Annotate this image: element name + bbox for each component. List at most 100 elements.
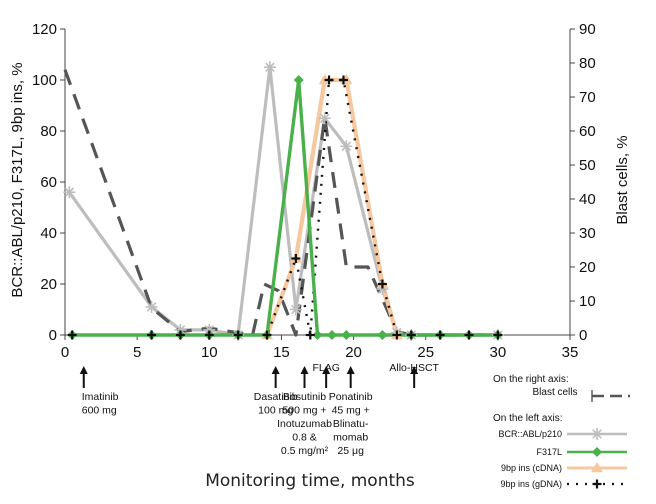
- data-point-bcr-abl-p210: [289, 303, 302, 316]
- data-point-bcr-abl-p210: [318, 112, 331, 125]
- data-point-f317l: [312, 330, 323, 340]
- legend-swatch-marker: [592, 447, 602, 457]
- axes: [60, 28, 575, 340]
- series-layer: [63, 65, 498, 337]
- annotation-text: 600 mg: [82, 405, 117, 417]
- legend-swatch-marker: [592, 479, 602, 489]
- annotation-text: momab: [333, 432, 368, 444]
- data-point-bcr-abl-p210: [340, 140, 353, 153]
- x-tick-label: 10: [201, 344, 218, 361]
- annotation-0: Imatinib 600 mg: [79, 366, 119, 417]
- annotation-text: 25 μg: [337, 445, 364, 457]
- legend-label: 9bp ins (gDNA): [500, 479, 562, 489]
- y-right-tick-label: 10: [579, 293, 596, 310]
- annotation-arrow-head: [322, 366, 331, 374]
- annotation-arrow-head: [79, 366, 88, 374]
- y-left-tick-label: 20: [40, 276, 57, 293]
- y-right-tick-label: 80: [579, 55, 596, 72]
- legend-right-axis-label: On the right axis:: [493, 374, 569, 385]
- asterisk-stroke: [64, 187, 75, 197]
- legend-label: 9bp ins (cDNA): [501, 463, 562, 473]
- annotation-arrow-head: [300, 366, 309, 374]
- data-point-9bp-ins-gdna-: [67, 330, 77, 340]
- x-tick-label: 15: [273, 344, 290, 361]
- data-point-9bp-ins-gdna-: [204, 330, 214, 340]
- asterisk-stroke: [341, 141, 352, 152]
- asterisk-stroke: [146, 302, 157, 312]
- x-tick-label: 20: [345, 344, 362, 361]
- annotation-text: Inotuzumab: [277, 418, 332, 430]
- legend-entry: F317L: [536, 447, 627, 457]
- y-axis-left-title: BCR::ABL/p210, F317L, 9bp ins, %: [9, 62, 26, 297]
- annotation-arrow-head: [410, 366, 419, 374]
- asterisk-stroke: [319, 113, 330, 124]
- treatment-annotations: Imatinib 600 mg Dasatinib 100 mg Bosutinib 50…: [79, 362, 440, 457]
- data-point-9bp-ins-gdna-: [435, 330, 445, 340]
- y-left-tick-label: 40: [40, 225, 57, 242]
- annotation-text: FLAG: [312, 362, 339, 374]
- data-point-f317l: [341, 330, 352, 340]
- data-point-bcr-abl-p210: [145, 300, 158, 313]
- legend-label: BCR::ABL/p210: [498, 429, 562, 439]
- y-right-tick-label: 20: [579, 259, 596, 276]
- x-tick-label: 30: [490, 344, 507, 361]
- legend-label: Blast cells: [532, 387, 577, 398]
- annotation-text: 100 mg: [258, 405, 293, 417]
- legend-swatch-marker: [591, 428, 603, 440]
- data-point-f317l: [293, 75, 304, 85]
- series-line-blast-cells: [63, 69, 498, 337]
- data-point-bcr-abl-p210: [63, 186, 76, 199]
- y-left-tick-label: 80: [40, 123, 57, 140]
- marker-layer: [63, 61, 504, 341]
- annotation-text: 500 mg +: [282, 405, 326, 417]
- y-axis-right-title: Blast cells, %: [614, 135, 631, 224]
- annotation-5: Allo-HSCT: [389, 362, 440, 388]
- annotation-text: Ponatinib: [329, 391, 373, 403]
- data-point-f317l: [377, 330, 388, 340]
- annotation-text: Dasatinib: [254, 391, 298, 403]
- data-point-9bp-ins-gdna-: [493, 330, 503, 340]
- y-right-tick-label: 60: [579, 123, 596, 140]
- data-point-bcr-abl-p210: [263, 61, 276, 74]
- legend-label: F317L: [536, 447, 562, 457]
- x-axis-title: Monitoring time, months: [205, 471, 415, 491]
- x-tick-label: 35: [562, 344, 579, 361]
- y-right-tick-label: 30: [579, 225, 596, 242]
- data-point-9bp-ins-gdna-: [406, 330, 416, 340]
- annotation-1: Dasatinib 100 mg: [254, 366, 298, 417]
- y-left-tick-label: 120: [32, 21, 57, 38]
- data-point-9bp-ins-gdna-: [305, 330, 315, 340]
- annotation-text: Imatinib: [82, 391, 119, 403]
- data-point-9bp-ins-gdna-: [324, 75, 334, 85]
- asterisk-stroke: [592, 429, 602, 439]
- data-point-9bp-ins-gdna-: [147, 330, 157, 340]
- legend-swatch-marker: [591, 462, 603, 473]
- annotation-arrow-head: [346, 366, 355, 374]
- data-point-f317l: [326, 330, 337, 340]
- tick-labels: 0 20 40 60 80 100 120 0 10 20 30 40 50 60 70 80 90 0 5 10 15…: [32, 21, 596, 361]
- data-point-9bp-ins-gdna-: [291, 254, 301, 263]
- x-tick-label: 25: [417, 344, 434, 361]
- x-tick-label: 5: [133, 344, 141, 361]
- y-left-tick-label: 0: [49, 327, 57, 344]
- asterisk-stroke: [204, 325, 215, 335]
- y-right-tick-label: 0: [579, 327, 587, 344]
- legend-entry: 9bp ins (gDNA): [500, 479, 627, 489]
- y-right-tick-label: 40: [579, 191, 596, 208]
- x-tick-label: 0: [61, 344, 69, 361]
- y-right-tick-label: 90: [579, 21, 596, 38]
- data-point-9bp-ins-gdna-: [338, 75, 348, 85]
- annotation-text: Blinatu-: [333, 418, 369, 430]
- annotation-text: Bosutinib: [283, 391, 326, 403]
- legend-entry-blast-cells: Blast cells: [532, 387, 630, 402]
- annotation-2: Bosutinib 500 mg +Inotuzumab 0.8 &0.5 mg/m…: [277, 366, 332, 457]
- legend-entry: 9bp ins (cDNA): [501, 462, 627, 473]
- data-point-9bp-ins-gdna-: [377, 279, 387, 289]
- data-point-9bp-ins-gdna-: [262, 330, 272, 340]
- data-point-9bp-ins-gdna-: [464, 330, 474, 340]
- asterisk-stroke: [291, 304, 301, 315]
- data-point-9bp-ins-gdna-: [392, 330, 402, 340]
